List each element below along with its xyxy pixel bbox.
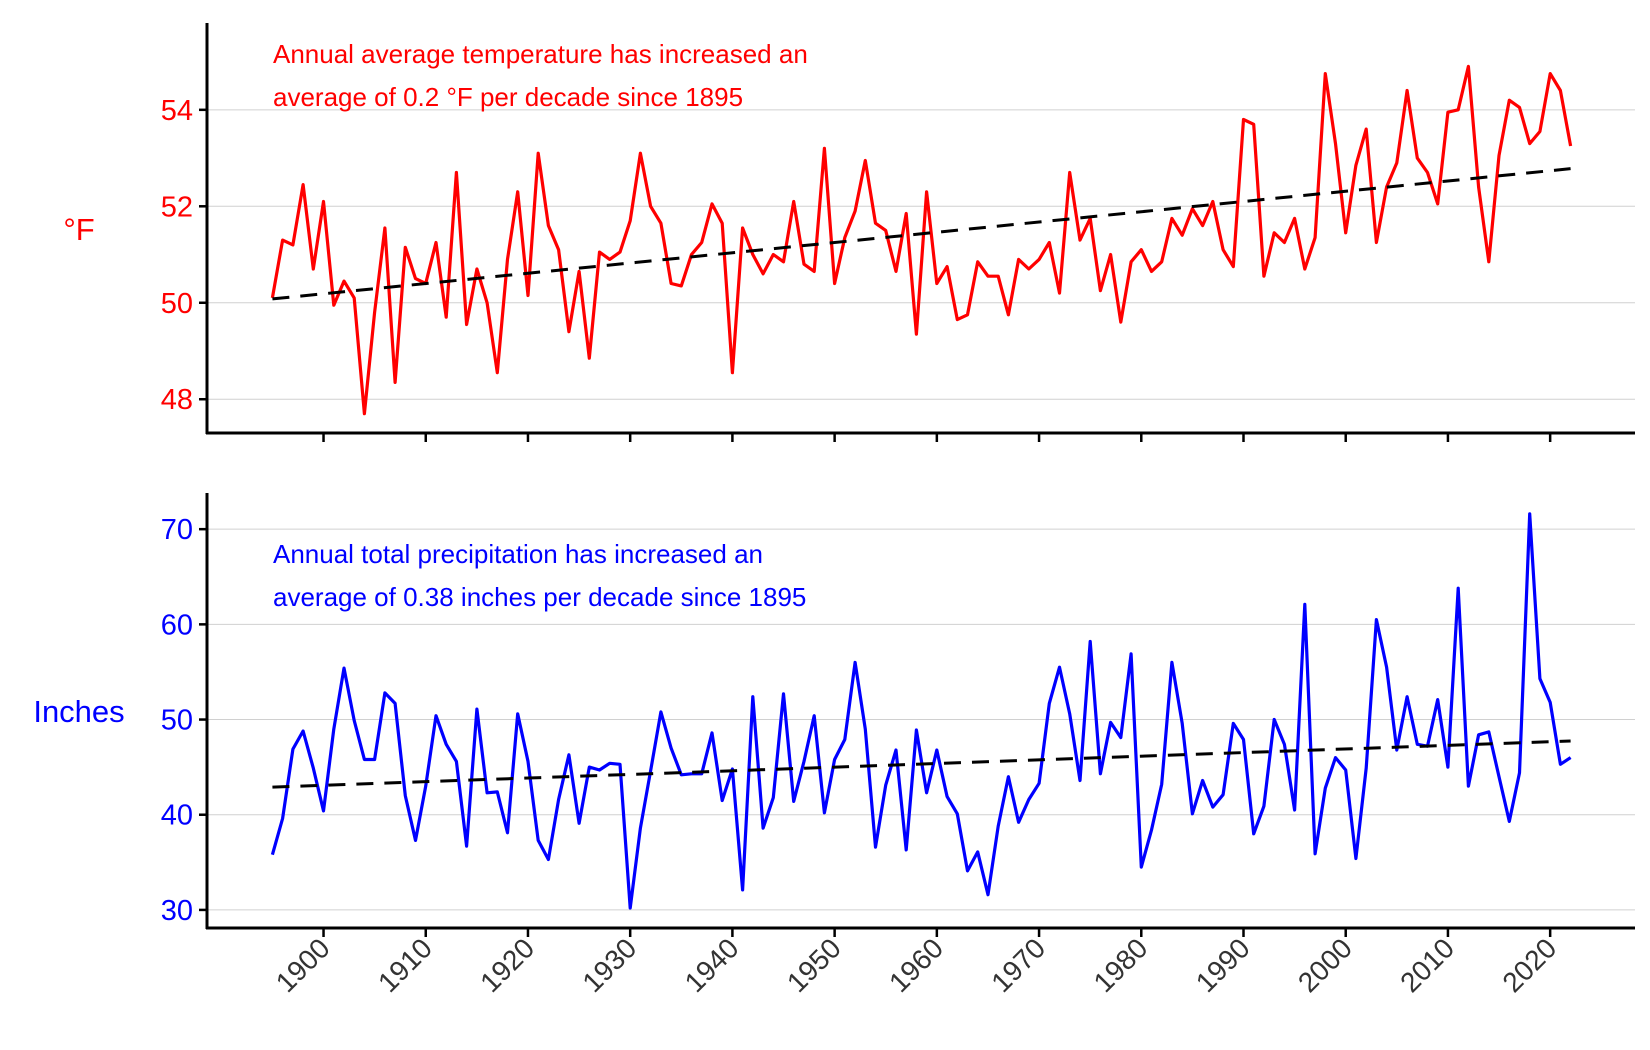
x-tick-label: 2000 <box>1292 932 1358 998</box>
y-tick-label: 30 <box>161 895 193 927</box>
precipitation-annotation-line2: average of 0.38 inches per decade since … <box>273 582 806 612</box>
y-tick-label: 70 <box>161 514 193 546</box>
y-tick-label: 54 <box>161 95 193 127</box>
y-tick-label: 40 <box>161 800 193 832</box>
y-tick-label: 48 <box>161 384 193 416</box>
data-series-line <box>270 64 1573 416</box>
y-tick-label: 50 <box>161 288 193 320</box>
x-tick-label: 1970 <box>985 932 1051 998</box>
y-tick-label: 52 <box>161 191 193 223</box>
data-series-line <box>270 512 1572 910</box>
trend-line <box>272 739 1571 789</box>
x-tick-label: 1900 <box>270 932 336 998</box>
x-tick-label: 1940 <box>679 932 745 998</box>
precipitation-y-axis-label: Inches <box>33 694 124 729</box>
x-tick-label: 1960 <box>883 932 949 998</box>
x-tick-label: 2010 <box>1394 932 1460 998</box>
x-tick-label: 1910 <box>372 932 438 998</box>
y-tick-label: 60 <box>161 609 193 641</box>
x-tick-label: 1950 <box>781 932 847 998</box>
x-tick-label: 1980 <box>1088 932 1154 998</box>
temperature-annotation-line1: Annual average temperature has increased… <box>273 39 808 69</box>
temperature-annotation-line2: average of 0.2 °F per decade since 1895 <box>273 82 743 112</box>
precipitation-annotation-line1: Annual total precipitation has increased… <box>273 539 763 569</box>
x-tick-label: 1920 <box>474 932 540 998</box>
x-tick-label: 2020 <box>1496 932 1562 998</box>
x-tick-label: 1930 <box>576 932 642 998</box>
temperature-y-axis-label: °F <box>63 212 94 247</box>
trend-line <box>272 167 1571 301</box>
y-tick-label: 50 <box>161 705 193 737</box>
x-tick-label: 1990 <box>1190 932 1256 998</box>
temperature-panel: 48 50 52 54 <box>161 23 1635 442</box>
